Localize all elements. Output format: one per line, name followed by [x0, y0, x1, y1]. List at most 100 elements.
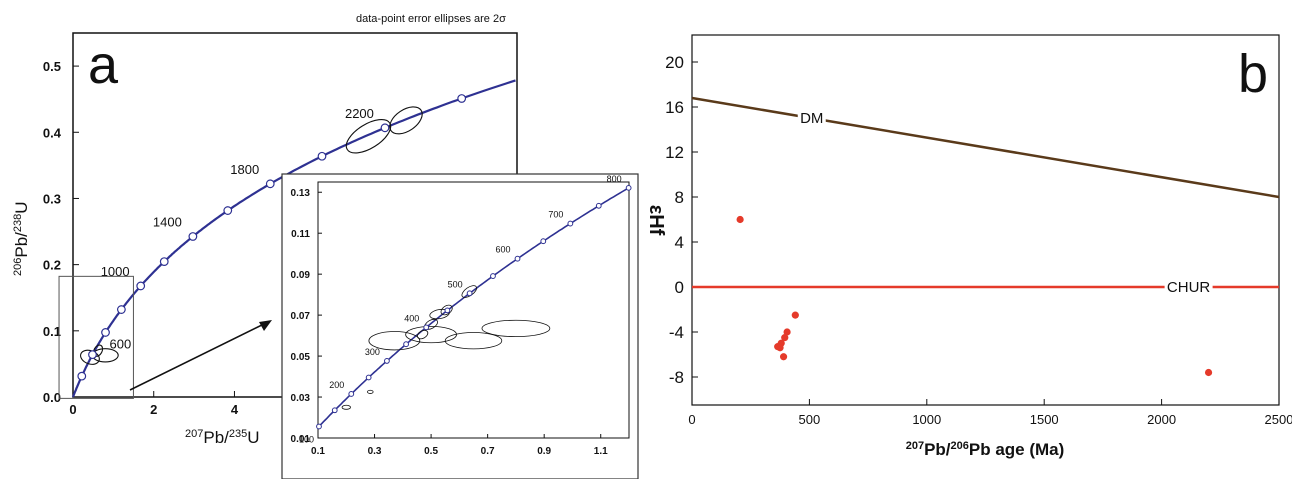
panel-b-x-tick-label: 2500	[1265, 412, 1292, 427]
concordia-age-label: 1400	[153, 214, 182, 229]
inset-y-tick-label: 0.05	[291, 352, 311, 363]
panel-b-letter: b	[1238, 44, 1268, 104]
panel-a-y-tick-label: 0.0	[43, 390, 61, 405]
data-point	[783, 328, 791, 336]
chur-label-background	[1164, 278, 1213, 296]
inset-error-ellipses	[341, 285, 551, 410]
inset-age-labels: 100 200 300 400 500 600 700 800	[299, 174, 622, 445]
inset-concordia-marker	[348, 391, 355, 397]
panel-b-y-axis: -8 -4 0 4 8 12 16 20	[665, 53, 698, 387]
panel-b-x-tick-label: 1000	[912, 412, 941, 427]
inset-concordia-marker	[567, 220, 574, 227]
inset-x-axis: 0.1 0.3 0.5 0.7 0.9 1.1	[311, 434, 608, 457]
zoom-arrow-head	[259, 320, 272, 331]
inset-outer-frame	[281, 173, 639, 479]
inset-concordia-marker	[403, 341, 409, 348]
inset-error-ellipse	[368, 331, 421, 351]
panel-a-y-tick-label: 0.1	[43, 324, 61, 339]
panel-b-x-label: 207Pb/206Pb age (Ma)	[906, 440, 1065, 459]
concordia-age-marker	[265, 179, 275, 189]
panel-b-x-tick-label: 0	[688, 412, 695, 427]
inset-y-tick-label: 0.03	[291, 393, 311, 404]
inset-y-tick-label: 0.07	[291, 311, 311, 322]
panel-a: data-point error ellipses are 2σ a 0.00.…	[12, 13, 518, 447]
inset-concordia-marker	[384, 358, 390, 364]
concordia-age-marker	[88, 350, 97, 360]
concordia-age-marker	[77, 371, 87, 381]
inset-concordia-marker	[365, 374, 372, 381]
dm-label: DM	[800, 110, 823, 127]
inset-error-ellipse	[367, 389, 374, 394]
inset-plot-frame	[317, 181, 630, 439]
concordia-age-marker	[136, 281, 146, 291]
inset-age-label: 500	[448, 279, 463, 289]
inset-error-ellipse	[440, 304, 453, 316]
panel-b-y-tick-label: 12	[665, 143, 684, 162]
inset-concordia-markers	[316, 184, 632, 430]
data-point	[791, 311, 799, 319]
inset-age-label: 800	[607, 174, 622, 184]
inset-concordia-marker	[540, 238, 547, 245]
panel-a-y-tick-label: 0.4	[43, 125, 62, 140]
panel-b-y-tick-label: 20	[665, 53, 684, 72]
inset-age-label: 100	[299, 434, 314, 444]
data-point	[776, 344, 784, 352]
panel-b-y-tick-label: 8	[675, 188, 684, 207]
inset-error-ellipse	[405, 325, 457, 344]
panel-b-x-tick-label: 1500	[1030, 412, 1059, 427]
panel-a-x-tick-label: 2	[150, 402, 157, 417]
panel-a-y-axis: 0.0 0.1 0.2 0.3 0.4 0.5	[43, 59, 79, 405]
inset-concordia-marker	[444, 307, 451, 314]
panel-a-x-tick-label: 4	[231, 402, 239, 417]
inset-error-ellipse	[444, 332, 503, 350]
concordia-age-marker	[317, 151, 327, 161]
error-ellipse	[389, 106, 423, 135]
dm-label-background	[797, 109, 826, 128]
panel-a-x-label: 207Pb/235U	[185, 428, 260, 447]
data-point	[736, 215, 744, 224]
inset-concordia-marker	[595, 202, 602, 209]
panel-b-y-tick-label: 4	[675, 233, 684, 252]
concordia-age-label: 1800	[230, 162, 259, 177]
panel-a-y-tick-label: 0.2	[43, 258, 61, 273]
concordia-age-label: 1000	[101, 264, 130, 279]
panel-a-x-axis: 0 2 4	[69, 391, 239, 417]
inset-y-tick-label: 0.01	[291, 434, 311, 445]
concordia-age-marker	[116, 305, 126, 314]
panel-a-inset: 0.010.030.050.070.090.110.13 0.1 0.3 0.5 0.…	[281, 173, 639, 479]
concordia-age-marker	[380, 123, 390, 133]
panel-b-frame	[691, 34, 1280, 406]
inset-concordia-marker	[514, 255, 521, 262]
panel-a-age-labels: 600 1000 1400 1800 2200	[101, 106, 374, 352]
inset-x-tick-label: 0.7	[481, 446, 495, 457]
concordia-age-label: 600	[110, 336, 132, 351]
inset-concordia-marker	[466, 290, 473, 297]
inset-concordia-marker	[625, 184, 632, 191]
concordia-age-marker	[188, 232, 198, 241]
panel-a-y-tick-label: 0.3	[43, 191, 61, 206]
inset-x-tick-label: 0.1	[311, 446, 325, 457]
inset-error-ellipse	[341, 404, 351, 410]
inset-y-tick-label: 0.11	[291, 229, 310, 240]
inset-y-tick-label: 0.09	[291, 270, 311, 281]
inset-concordia-marker	[316, 423, 322, 430]
panel-b-x-tick-label: 2000	[1147, 412, 1176, 427]
inset-age-label: 400	[404, 313, 419, 323]
concordia-age-marker	[223, 206, 233, 215]
panel-b-x-tick-label: 500	[799, 412, 821, 427]
inset-concordia-marker	[331, 407, 338, 414]
inset-age-label: 700	[548, 210, 563, 220]
data-point	[1204, 368, 1213, 377]
concordia-age-label: 2200	[345, 106, 374, 121]
panel-b-reference-lines: DM CHUR	[691, 96, 1280, 296]
panel-b-y-tick-label: -4	[669, 323, 684, 342]
data-point	[779, 353, 788, 361]
panel-a-annotation: data-point error ellipses are 2σ	[356, 13, 506, 25]
panel-b-y-label: εHf	[645, 205, 667, 236]
data-point	[781, 334, 789, 342]
panel-a-y-label: 206Pb/238U	[12, 201, 31, 276]
concordia-age-marker	[159, 257, 169, 266]
inset-age-label: 600	[496, 245, 511, 255]
panel-a-concordia-markers	[77, 94, 467, 381]
